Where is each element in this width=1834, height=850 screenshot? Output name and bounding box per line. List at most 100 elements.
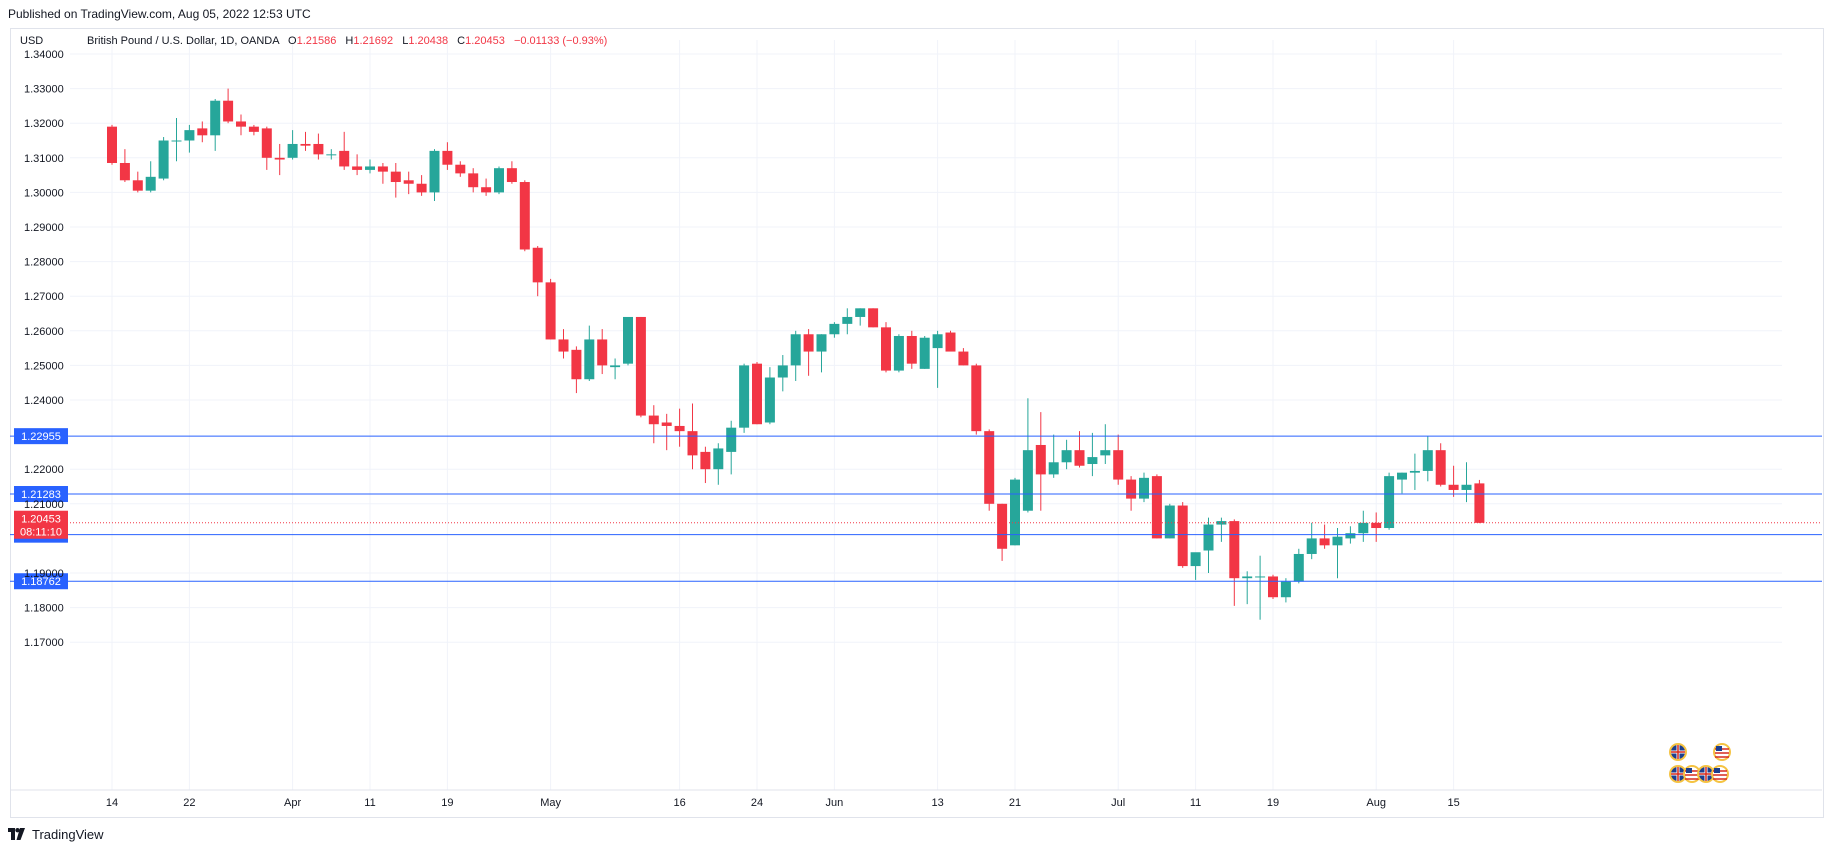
y-tick-label: 1.26000	[24, 326, 64, 338]
y-tick-label: 1.18000	[24, 603, 64, 615]
candle-body	[790, 334, 801, 366]
candle-body	[1397, 472, 1407, 480]
candle-body	[571, 349, 582, 380]
x-tick-label: 11	[364, 797, 375, 809]
chart-frame	[10, 28, 1824, 818]
us-flag-icon[interactable]	[1713, 743, 1731, 761]
y-tick-label: 1.30000	[24, 187, 64, 199]
candle-body	[932, 334, 943, 349]
candle	[326, 149, 337, 160]
candle-body	[687, 431, 698, 456]
candle	[1280, 578, 1291, 603]
us-flag-icon[interactable]	[1683, 765, 1701, 783]
candle	[1061, 439, 1072, 470]
horizontal-line-label: 1.22955	[21, 431, 61, 443]
candle	[713, 443, 724, 485]
tradingview-logo-icon[interactable]	[8, 828, 26, 840]
economic-events[interactable]	[1669, 743, 1731, 783]
time-axis[interactable]: 14 22 Apr 11 19 May 16 24 Jun 13 21 Jul 11 19 Aug 15	[10, 789, 1822, 809]
y-tick-label: 1.17000	[24, 637, 64, 649]
y-tick-label: 1.33000	[24, 84, 64, 96]
close-value: 1.20453	[465, 35, 505, 47]
candle-body	[300, 143, 311, 146]
candle	[597, 329, 608, 375]
candle	[623, 316, 633, 366]
candle	[442, 142, 453, 170]
candle-body	[365, 166, 375, 170]
footer[interactable]: TradingView	[8, 822, 104, 846]
candle-body	[248, 126, 259, 132]
candle	[1448, 465, 1459, 497]
candle-body	[352, 166, 363, 170]
candle	[1461, 462, 1472, 503]
candle-body	[906, 335, 917, 364]
candle-body	[1293, 553, 1304, 582]
candle	[1397, 472, 1407, 494]
candle-body	[1100, 450, 1111, 456]
gb-flag-icon[interactable]	[1697, 765, 1715, 783]
open-label: O	[288, 35, 297, 47]
candle	[506, 161, 517, 184]
candle-body	[158, 140, 169, 179]
candle-body	[1345, 533, 1356, 539]
horizontal-lines[interactable]: 1.229551.212831.201081.187621.2045308:11…	[10, 428, 1822, 590]
gb-flag-icon[interactable]	[1669, 765, 1687, 783]
candle	[455, 161, 466, 177]
candle-body	[1151, 476, 1162, 539]
candle-body	[1255, 576, 1266, 578]
candle	[635, 316, 646, 418]
candle-body	[971, 365, 982, 432]
published-header: Published on TradingView.com, Aug 05, 20…	[8, 7, 311, 21]
candle	[107, 124, 117, 165]
horizontal-line-label-bg	[14, 573, 68, 590]
x-tick-label: 22	[183, 797, 195, 809]
candle-body	[1087, 457, 1098, 465]
candle	[1035, 412, 1046, 511]
candlestick-chart[interactable]: 1.229551.212831.201081.187621.2045308:11…	[0, 0, 1834, 818]
candle-body	[1422, 450, 1433, 471]
candle-body	[713, 448, 724, 470]
candle-body	[881, 327, 891, 371]
candle	[287, 130, 298, 160]
candle	[739, 363, 750, 433]
x-tick-label: Jul	[1111, 797, 1125, 809]
x-tick-label: 19	[441, 797, 453, 809]
candle-body	[429, 150, 440, 193]
symbol-description: British Pound / U.S. Dollar, 1D, OANDA	[87, 35, 280, 47]
candle-body	[842, 316, 853, 324]
candle	[1010, 477, 1020, 546]
candle	[842, 308, 853, 335]
candle	[1319, 524, 1330, 549]
us-flag-icon[interactable]	[1711, 765, 1729, 783]
candle-body	[1384, 476, 1395, 529]
candle-body	[519, 182, 530, 250]
price-axis[interactable]: 1.34000 1.33000 1.32000 1.31000 1.30000 1.290…	[24, 49, 64, 649]
candle	[1409, 453, 1420, 490]
candle-body	[223, 100, 234, 122]
candle	[532, 246, 543, 297]
x-tick-label: 15	[1447, 797, 1459, 809]
candle-body	[610, 365, 621, 368]
candle-body	[1268, 576, 1278, 598]
candle-body	[274, 157, 285, 160]
candle	[145, 161, 156, 193]
candle	[1332, 528, 1343, 579]
y-tick-label: 1.32000	[24, 118, 64, 130]
candle	[416, 175, 427, 196]
gb-flag-icon[interactable]	[1669, 743, 1687, 761]
candle	[1074, 431, 1085, 468]
candle	[1242, 571, 1253, 605]
candle-body	[893, 335, 904, 371]
candle-body	[403, 180, 414, 184]
candle-body	[1203, 524, 1214, 551]
candle	[1358, 510, 1369, 542]
x-tick-label: 13	[931, 797, 943, 809]
candle-body	[481, 187, 492, 193]
candle-body	[145, 176, 156, 191]
svg-text:British Pound / U.S. Dollar, 1: British Pound / U.S. Dollar, 1D, OANDA O…	[87, 35, 607, 47]
candle-body	[997, 503, 1008, 549]
candle	[1113, 434, 1124, 485]
horizontal-line-label-bg	[14, 428, 68, 445]
candle	[1048, 434, 1059, 478]
y-tick-label: 1.22000	[24, 464, 64, 476]
